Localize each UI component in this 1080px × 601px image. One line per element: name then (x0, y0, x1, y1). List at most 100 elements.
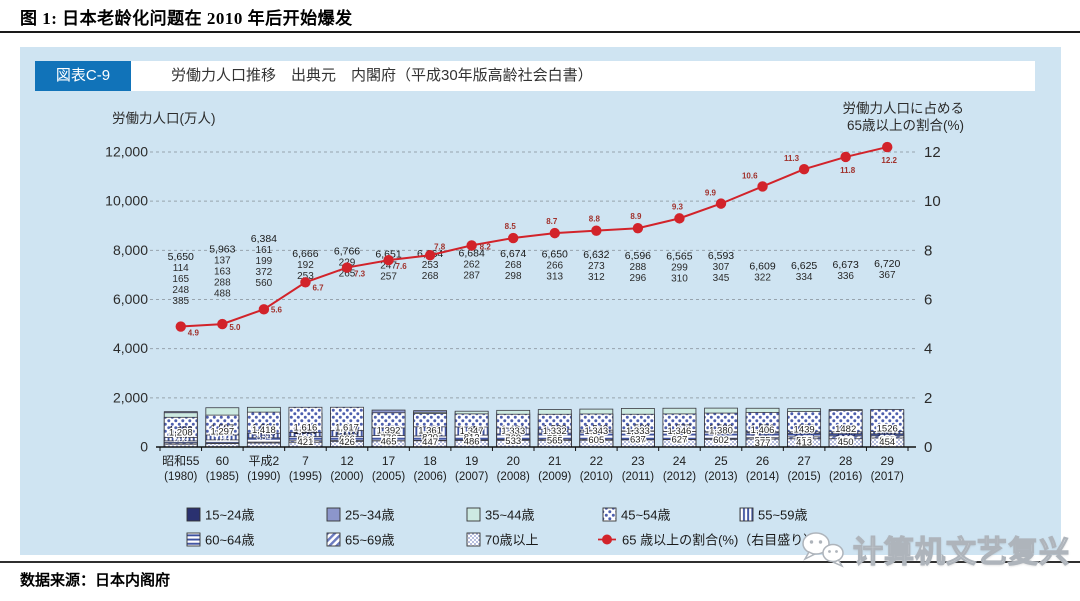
segment-value: 565 (547, 435, 563, 446)
segment-value: 1,378 (294, 425, 318, 436)
rate-value: 8.9 (630, 212, 642, 221)
segment-value-above: 163 (214, 266, 231, 277)
segment-value: 1,576 (751, 423, 775, 434)
x-tick-year: (2016) (829, 471, 862, 483)
rate-value: 8.8 (589, 215, 601, 224)
segment-value: 769 (505, 433, 521, 444)
rate-value: 12.2 (881, 156, 897, 165)
bar-total: 6,673 (833, 259, 859, 271)
x-tick-year: (1985) (206, 471, 239, 483)
segment-value-above: 287 (463, 271, 480, 282)
segment-value: 627 (672, 435, 688, 446)
segment-value: 1,333 (626, 426, 650, 437)
segment-value-above: 488 (214, 288, 231, 299)
segment-value: 1,296 (335, 426, 359, 437)
segment-value: 1,343 (584, 426, 608, 437)
rate-point (882, 141, 893, 153)
legend-label: 60~64歳 (205, 533, 255, 548)
segment-value: 1,333 (501, 426, 525, 437)
bar-total: 6,632 (583, 249, 609, 261)
segment-value: 421 (298, 437, 314, 448)
segment-value: 1526 (877, 424, 898, 435)
segment-value: 655 (630, 434, 646, 445)
segment-value: 518 (713, 436, 729, 447)
rate-value: 9.3 (672, 202, 684, 211)
segment-value: 812 (464, 432, 480, 443)
bottom-divider (0, 561, 1080, 563)
axes: 12,000 12 10,000 10 8,000 8 6,000 6 4,000 4 2,000 2… (105, 101, 964, 456)
segment-value: 1,394 (501, 425, 525, 436)
x-tick-era: 18 (423, 454, 437, 468)
x-tick-year: (2012) (663, 471, 696, 483)
bar-total: 5,650 (168, 251, 194, 263)
rate-point (258, 304, 270, 315)
segment-value-above: 307 (713, 262, 730, 273)
x-tick-year: (2011) (622, 471, 655, 483)
segment-value: 1,364 (543, 426, 567, 437)
segment-value: 536 (879, 436, 895, 447)
segment-value: 565 (547, 435, 563, 446)
legend-label: 35~44歳 (485, 508, 535, 523)
segment-value: 1,413 (418, 425, 442, 436)
bar-total: 6,674 (500, 248, 526, 260)
segment-value-above: 247 (380, 260, 397, 271)
right-axis-tick: 8 (924, 242, 932, 259)
segment-value: 1167 (877, 428, 897, 439)
rate-value: 6.7 (312, 283, 324, 292)
legend-swatch (602, 507, 617, 522)
segment-value-above: 273 (588, 261, 605, 272)
segment-value-above: 265 (339, 269, 356, 280)
left-axis-tick: 2,000 (113, 389, 148, 405)
rate-value: 10.6 (742, 171, 758, 180)
legend-swatch (466, 507, 481, 522)
segment-value: 447 (422, 437, 438, 448)
bar-total: 6,609 (749, 261, 775, 273)
segment-value: 1,508 (335, 424, 359, 435)
segment-value: 607 (464, 435, 480, 446)
segment-value-above: 161 (256, 245, 273, 256)
bar-total: 6,593 (708, 250, 734, 262)
rate-point (508, 232, 519, 244)
segment-value-above: 313 (546, 272, 563, 283)
wechat-icon (802, 532, 844, 568)
segment-value-above: 299 (671, 263, 688, 274)
rate-point (840, 151, 851, 163)
segment-value: 533 (505, 436, 521, 447)
rate-point (300, 277, 311, 288)
segment-value: 593 (298, 435, 314, 446)
segment-value-above: 253 (297, 271, 314, 282)
title-divider (0, 31, 1080, 33)
x-tick-year: (2000) (330, 471, 363, 483)
legend-label: 70歳以上 (485, 533, 538, 548)
x-tick-era: 昭和55 (162, 454, 200, 468)
rate-value: 11.8 (840, 166, 856, 175)
rate-value: 5.0 (229, 323, 241, 332)
segment-value: 426 (339, 437, 355, 448)
segment-value: 1,406 (751, 425, 775, 436)
left-axis-tick: 6,000 (113, 291, 148, 307)
legend-label: 45~54歳 (621, 508, 671, 523)
segment-value-above: 253 (422, 260, 439, 271)
x-tick-year: (2013) (704, 471, 737, 483)
rate-point (466, 240, 477, 251)
segment-value-above: 372 (256, 267, 273, 278)
segment-value: 1439 (794, 425, 815, 436)
segment-value: 539 (838, 436, 854, 447)
bar-total: 6,666 (292, 248, 318, 260)
left-axis-tick: 8,000 (113, 242, 148, 258)
left-axis-tick: 4,000 (113, 340, 148, 356)
segment-value: 622 (422, 435, 438, 446)
x-tick-era: 24 (673, 454, 687, 468)
segment-value: 465 (381, 437, 397, 448)
segment-value: 620 (755, 435, 771, 446)
left-axis-tick: 0 (140, 439, 148, 455)
right-axis-tick: 2 (924, 390, 932, 407)
segment-value: 1,438 (169, 425, 193, 436)
rate-point (632, 223, 644, 234)
segment-value: 1,418 (252, 425, 276, 436)
segment-value: 628 (879, 435, 895, 446)
segment-value: 575 (755, 435, 771, 446)
chart-header-text: 労働力人口推移 出典元 内閣府（平成30年版高齢社会白書） (171, 67, 593, 84)
x-tick-era: 25 (714, 454, 728, 468)
rate-point (549, 227, 560, 239)
